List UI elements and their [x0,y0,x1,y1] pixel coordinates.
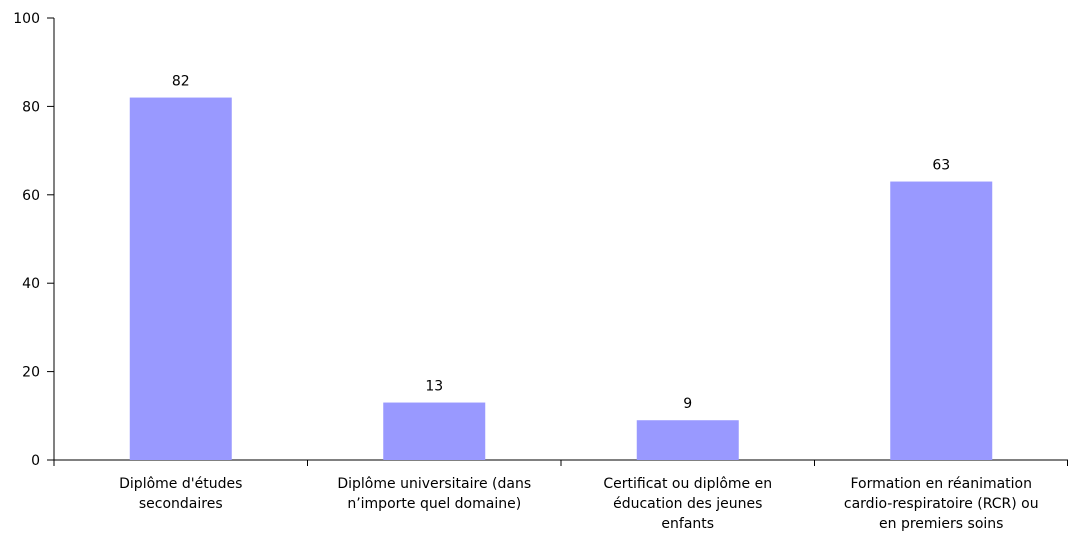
x-category-label-line: Formation en réanimation [850,476,1033,492]
x-category-label: Formation en réanimation cardio-respirato… [821,474,1061,534]
y-axis: 0 20 40 60 80 100 [13,11,55,469]
bar [383,402,486,460]
y-tick-label: 20 [22,365,40,381]
x-category-label-line: secondaires [138,496,223,512]
bar [636,420,739,460]
x-category-label-line: cardio-respiratoire (RCR) ou [843,496,1039,512]
bar [129,97,232,460]
x-category-label-line: n’importe quel domaine) [347,496,522,512]
x-category-label-line: Certificat ou diplôme en [603,476,773,492]
bar [890,181,993,461]
data-label: 9 [683,396,692,412]
y-tick-label: 100 [13,11,40,27]
data-label: 13 [425,379,443,395]
y-tick-label: 60 [22,188,40,204]
data-label: 63 [932,158,950,174]
y-tick-label: 0 [31,453,40,469]
y-tick-label: 40 [22,276,40,292]
x-axis [53,459,1068,466]
x-category-label: Diplôme universitaire (dans n’importe que… [314,474,554,514]
data-labels: 82 13 9 63 [172,74,950,413]
bars [129,97,993,461]
x-category-label-line: en premiers soins [879,516,1004,532]
x-category-label-line: enfants [661,516,715,532]
y-tick-label: 80 [22,99,40,115]
x-category-label-line: éducation des jeunes [613,496,763,512]
x-category-label: Certificat ou diplôme en éducation des je… [568,474,808,534]
x-category-label-line: Diplôme d'études [119,476,243,492]
x-category-label-line: Diplôme universitaire (dans [337,476,532,492]
x-category-label: Diplôme d'études secondaires [61,474,301,514]
data-label: 82 [172,74,190,90]
